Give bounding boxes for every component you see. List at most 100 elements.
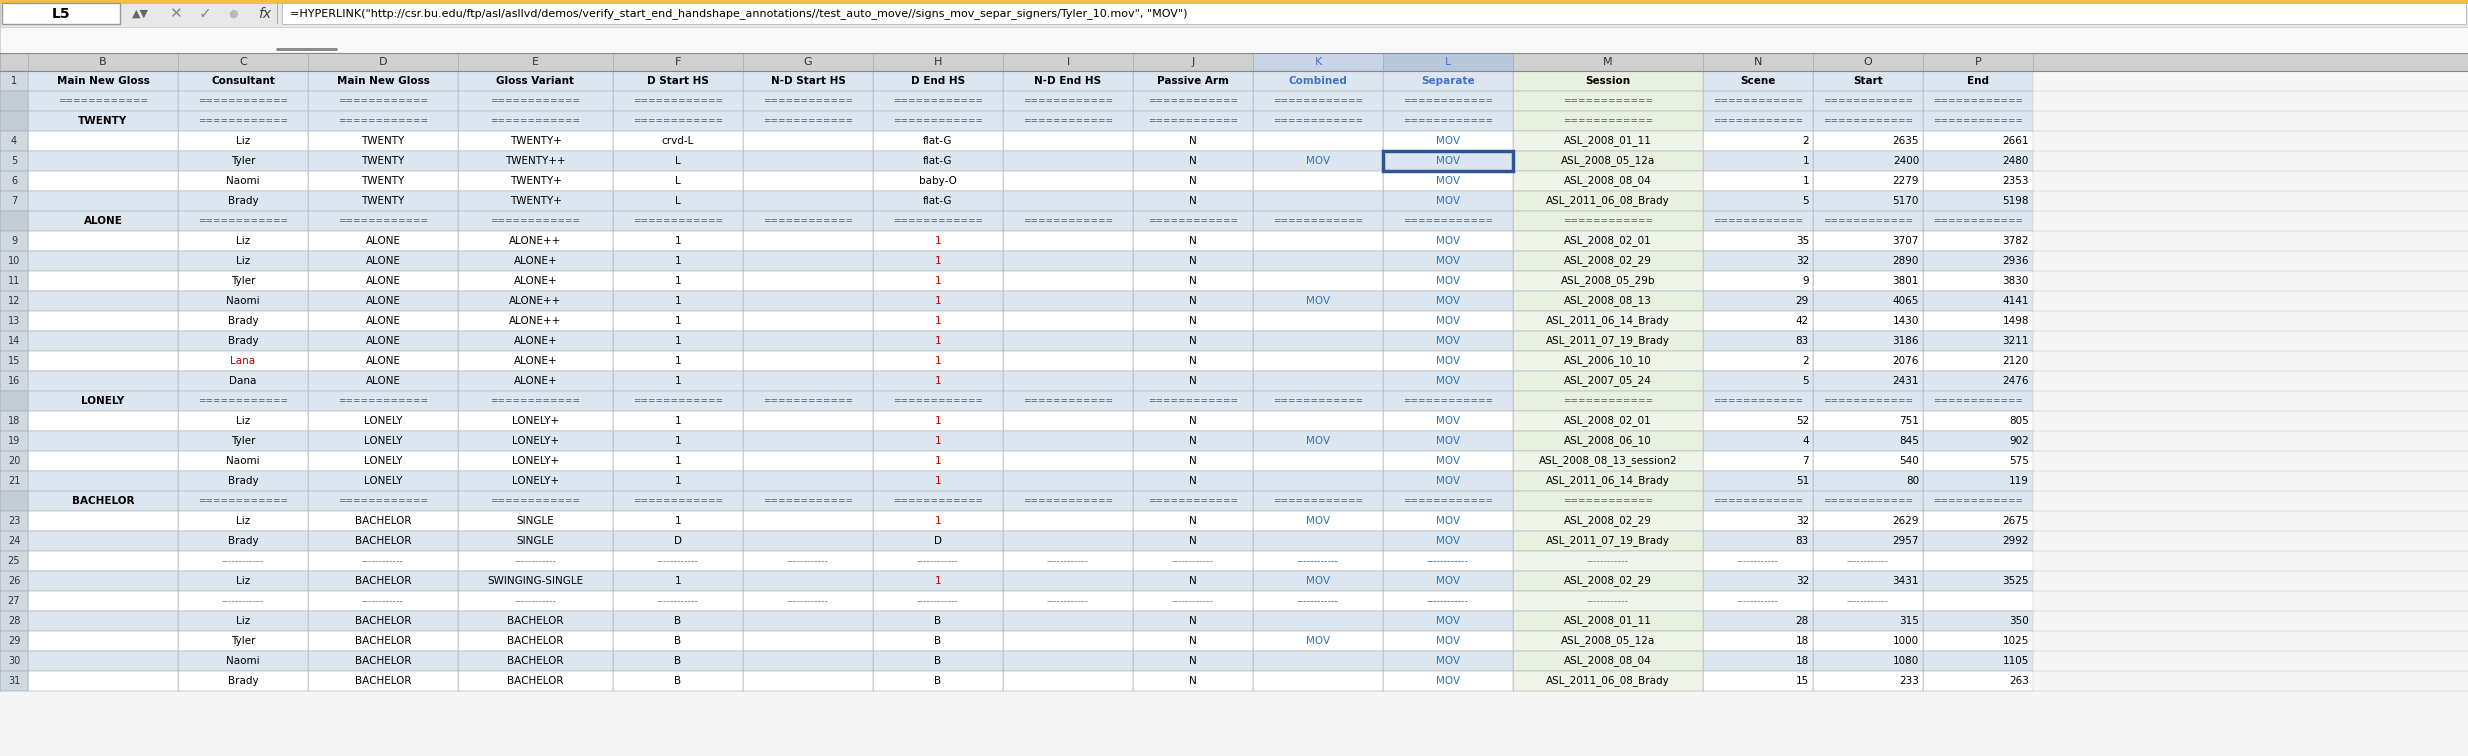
Bar [1382,671,1513,691]
Bar [1133,591,1254,611]
Bar [0,391,27,411]
Text: 1: 1 [674,356,681,366]
Bar [1002,331,1133,351]
Text: N: N [1190,296,1197,306]
Bar [1513,511,1703,531]
Bar [612,531,743,551]
Text: ============: ============ [1273,97,1362,106]
Text: 21: 21 [7,476,20,486]
Text: SWINGING-SINGLE: SWINGING-SINGLE [489,576,582,586]
Bar [27,411,178,431]
Text: MOV: MOV [1306,576,1330,586]
Bar [874,611,1002,631]
Text: TWENTY+: TWENTY+ [508,136,560,146]
Text: ============: ============ [1148,116,1239,125]
Text: J: J [1192,57,1195,67]
Text: 18: 18 [7,416,20,426]
Text: ------------: ------------ [222,556,264,566]
Bar [743,191,874,211]
Bar [1814,171,1923,191]
Bar [1254,291,1382,311]
Bar [27,311,178,331]
Text: ALONE: ALONE [365,316,400,326]
Bar [308,631,459,651]
Text: 1: 1 [1802,156,1809,166]
Text: 751: 751 [1898,416,1920,426]
Bar [1814,271,1923,291]
Text: ------------: ------------ [1737,596,1779,606]
Bar [1133,53,1254,71]
Bar [459,231,612,251]
Bar [1513,111,1703,131]
Bar [0,371,27,391]
Text: Combined: Combined [1288,76,1348,86]
Text: ============: ============ [1824,396,1913,405]
Text: BACHELOR: BACHELOR [355,636,412,646]
Text: MOV: MOV [1436,616,1461,626]
Bar [1513,671,1703,691]
Bar [1513,131,1703,151]
Bar [0,671,27,691]
Bar [178,591,308,611]
Text: Passive Arm: Passive Arm [1157,76,1229,86]
Text: N: N [1190,576,1197,586]
Text: MOV: MOV [1436,476,1461,486]
Bar [1814,491,1923,511]
Bar [1133,291,1254,311]
Bar [459,511,612,531]
Bar [1254,131,1382,151]
Text: 29: 29 [7,636,20,646]
Bar [1382,571,1513,591]
Bar [1254,53,1382,71]
Bar [459,471,612,491]
Text: ============: ============ [1402,396,1493,405]
Bar [743,591,874,611]
Bar [308,291,459,311]
Text: BACHELOR: BACHELOR [355,536,412,546]
Bar [0,0,2468,4]
Text: ------------: ------------ [1587,596,1629,606]
Text: ============: ============ [1713,216,1804,225]
Text: 19: 19 [7,436,20,446]
Text: ============: ============ [197,116,289,125]
Text: 119: 119 [2009,476,2029,486]
Text: ============: ============ [491,216,580,225]
Text: ============: ============ [197,396,289,405]
Bar [612,151,743,171]
Text: 10: 10 [7,256,20,266]
Text: N: N [1190,256,1197,266]
Bar [1923,291,2034,311]
Text: ============: ============ [632,116,723,125]
Text: Brady: Brady [227,196,259,206]
Bar [612,331,743,351]
Bar [1814,231,1923,251]
Text: O: O [1863,57,1873,67]
Bar [1703,231,1814,251]
Bar [1382,391,1513,411]
Bar [743,331,874,351]
Bar [1382,131,1513,151]
Bar [1703,471,1814,491]
Bar [1382,91,1513,111]
Bar [0,231,27,251]
Bar [1923,271,2034,291]
Bar [1923,171,2034,191]
Text: 263: 263 [2009,676,2029,686]
Text: N: N [1190,156,1197,166]
Text: ------------: ------------ [1846,596,1888,606]
Bar [612,491,743,511]
Bar [1382,211,1513,231]
Bar [459,151,612,171]
Bar [1254,471,1382,491]
Bar [1002,531,1133,551]
Text: SINGLE: SINGLE [516,516,555,526]
Bar [1923,131,2034,151]
Text: Brady: Brady [227,316,259,326]
Text: 902: 902 [2009,436,2029,446]
Bar [1254,231,1382,251]
Bar [308,471,459,491]
Bar [1002,131,1133,151]
Text: N-D End HS: N-D End HS [1034,76,1101,86]
Text: BACHELOR: BACHELOR [355,616,412,626]
Bar [0,591,27,611]
